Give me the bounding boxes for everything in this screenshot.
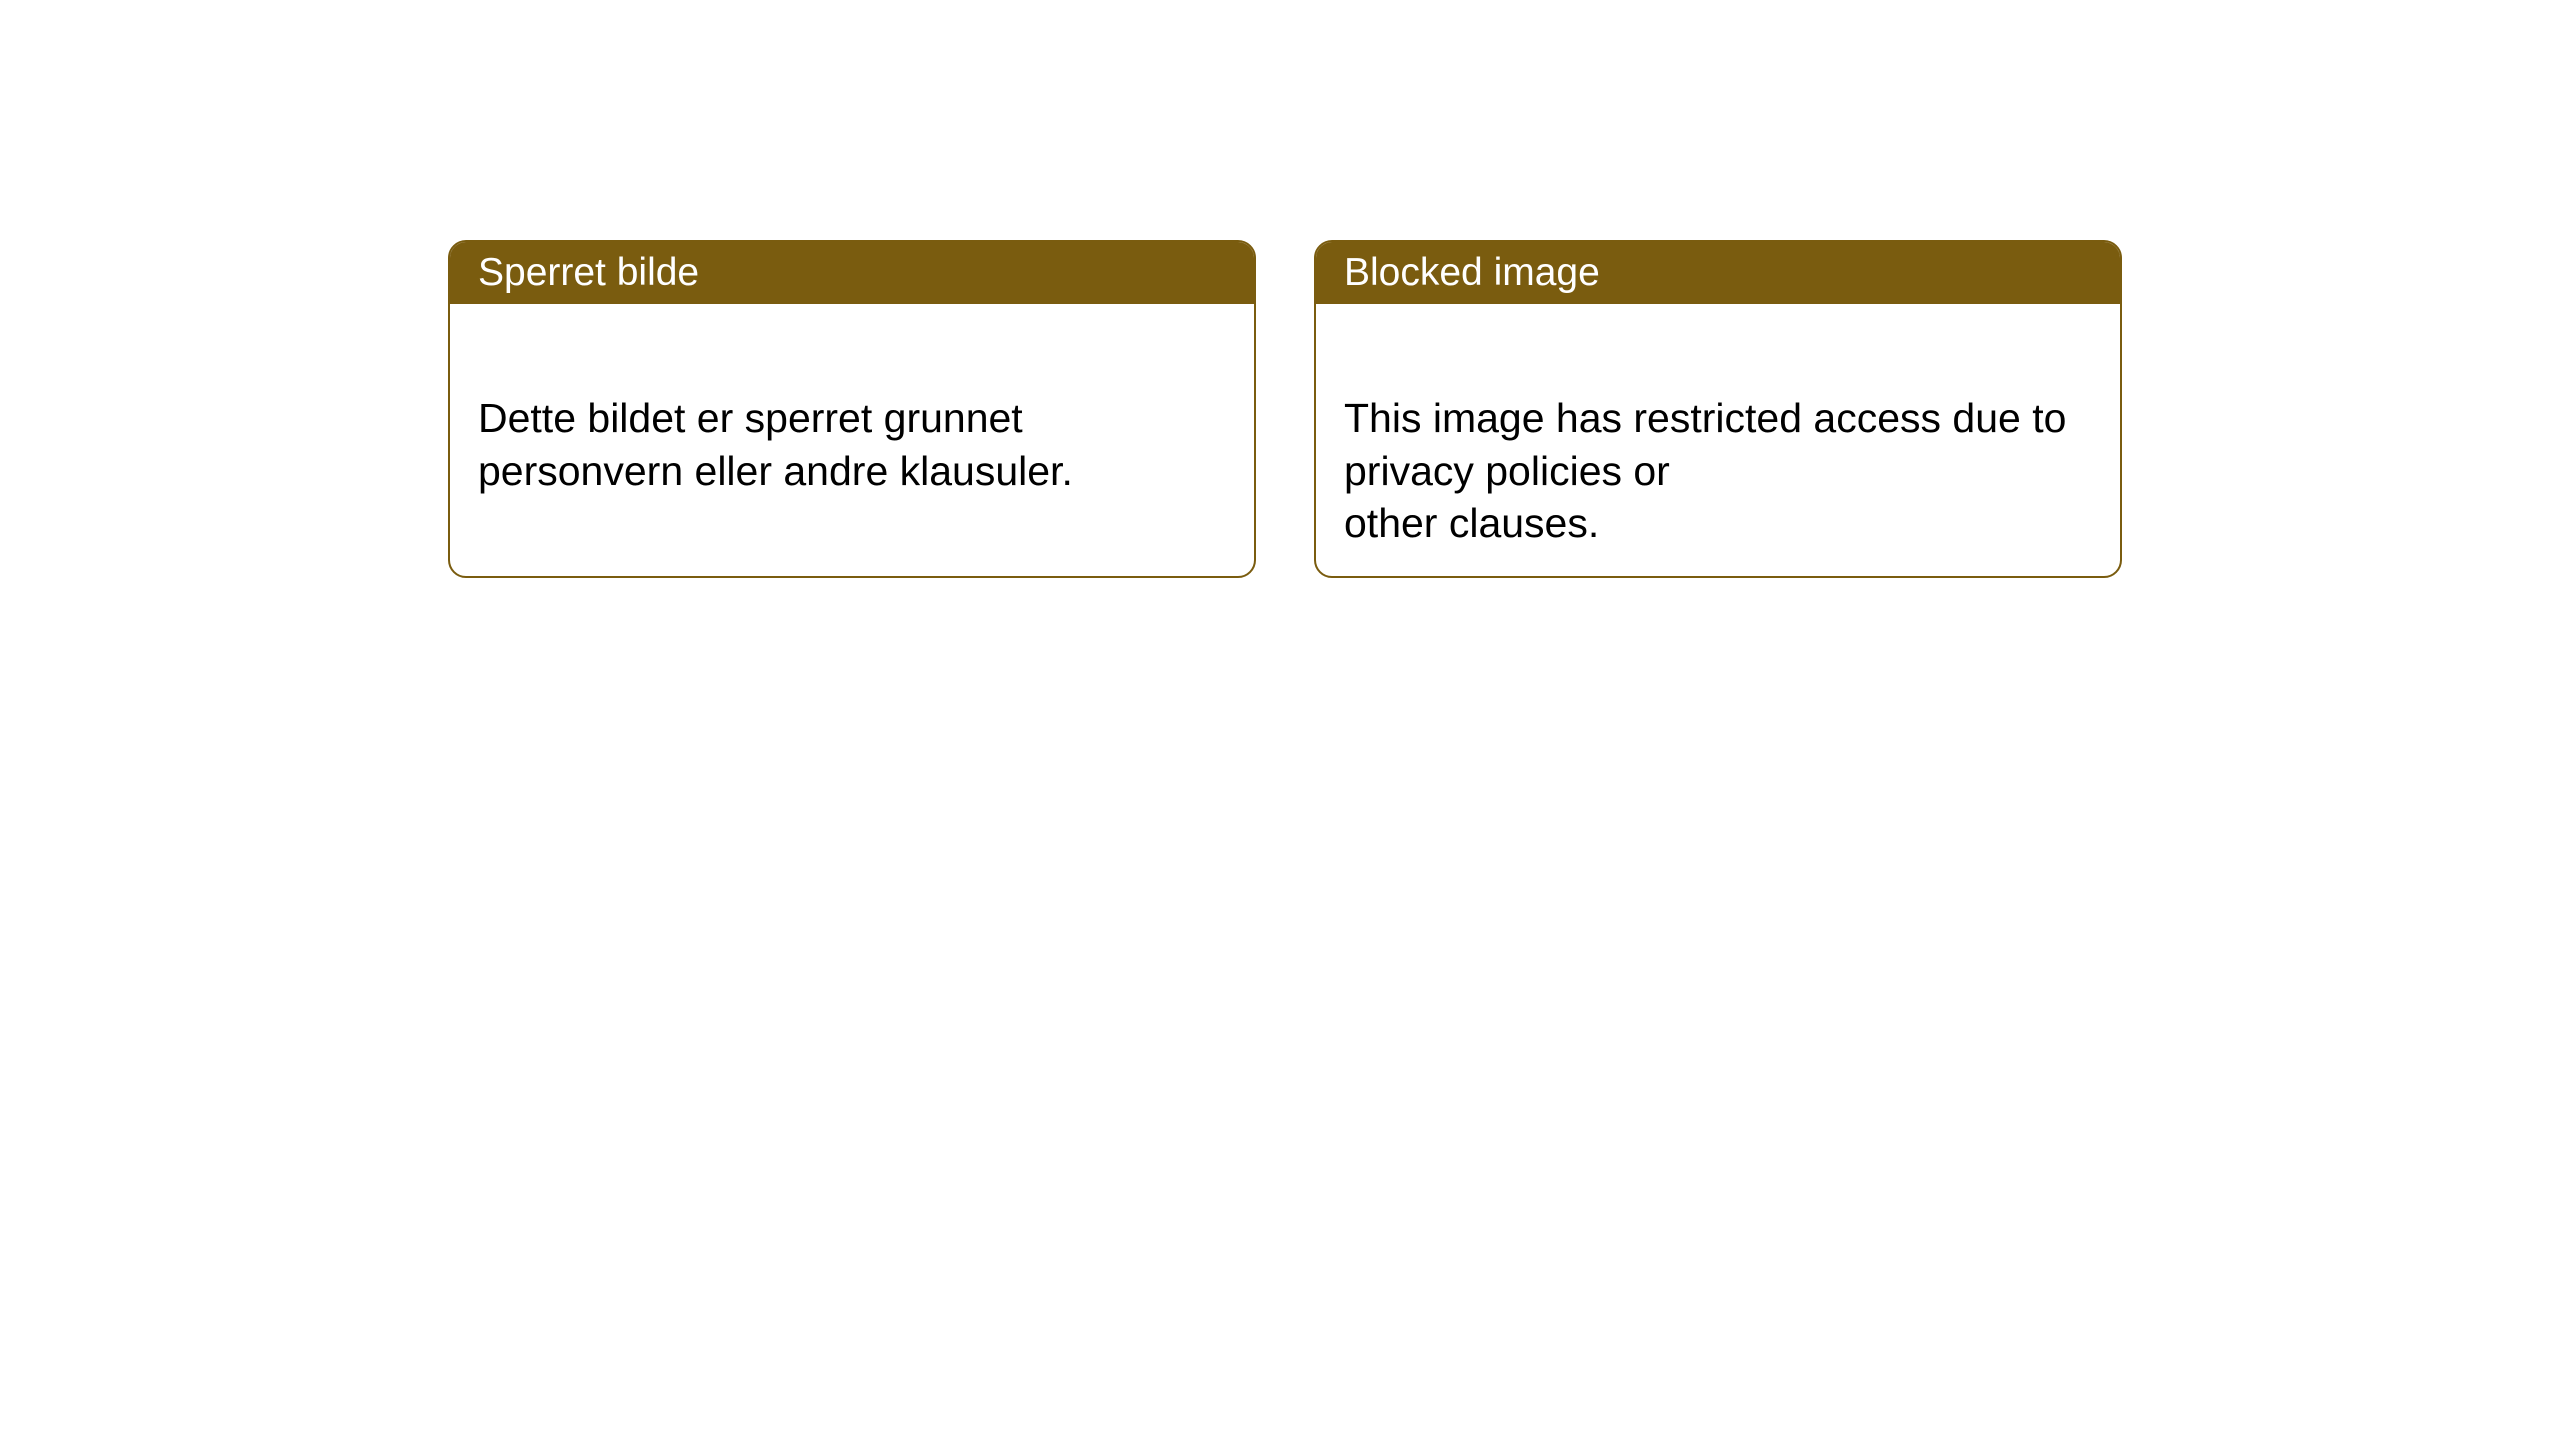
card-header: Sperret bilde bbox=[450, 242, 1254, 304]
card-header: Blocked image bbox=[1316, 242, 2120, 304]
notice-cards-container: Sperret bilde Dette bildet er sperret gr… bbox=[0, 0, 2560, 578]
card-title: Sperret bilde bbox=[478, 251, 699, 295]
notice-card-norwegian: Sperret bilde Dette bildet er sperret gr… bbox=[448, 240, 1256, 578]
notice-card-english: Blocked image This image has restricted … bbox=[1314, 240, 2122, 578]
card-body-text: This image has restricted access due to … bbox=[1344, 395, 2066, 546]
card-title: Blocked image bbox=[1344, 251, 1600, 295]
card-body: Dette bildet er sperret grunnet personve… bbox=[450, 304, 1254, 533]
card-body-text: Dette bildet er sperret grunnet personve… bbox=[478, 395, 1073, 493]
card-body: This image has restricted access due to … bbox=[1316, 304, 2120, 578]
